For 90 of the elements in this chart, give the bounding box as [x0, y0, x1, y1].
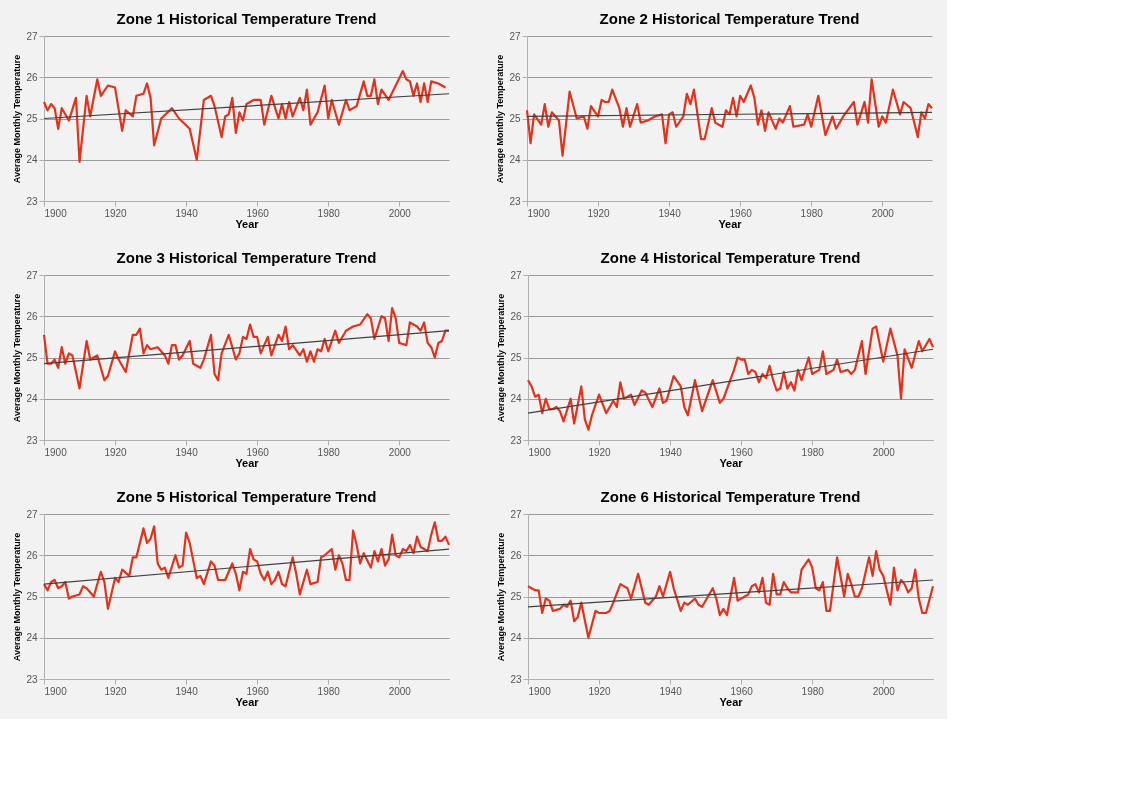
y-axis-title: Average Monthly Temperature: [12, 532, 23, 662]
chart-title: Zone 2 Historical Temperature Trend: [599, 10, 860, 27]
y-tick-label: 25: [26, 591, 38, 602]
line-series: [42, 69, 447, 163]
y-tick-label: 24: [26, 632, 38, 644]
x-tick-label: 2000: [388, 446, 412, 458]
y-tick-label: 24: [26, 154, 38, 166]
line-series: [526, 550, 935, 639]
y-tick-label: 24: [509, 154, 521, 166]
x-axis-title: Year: [718, 217, 743, 230]
x-tick-label: 2000: [871, 207, 895, 219]
x-tick-label: 1980: [800, 207, 824, 219]
line-series: [42, 521, 451, 610]
x-tick-label: 1940: [659, 685, 683, 697]
x-tick-label: 1960: [730, 446, 754, 458]
x-tick-label: 1980: [801, 446, 825, 458]
x-axis-title: Year: [235, 695, 260, 708]
x-tick-label: 1900: [528, 446, 552, 458]
x-tick-label: 2000: [872, 446, 896, 458]
y-tick-label: 23: [510, 673, 522, 685]
y-tick-label: 26: [509, 71, 521, 83]
x-tick-label: 1900: [44, 207, 68, 219]
line-series: [42, 306, 451, 390]
y-axis-title: Average Monthly Temperature: [12, 54, 23, 184]
y-tick-label: 24: [510, 632, 522, 644]
x-tick-label: 1900: [527, 207, 551, 219]
x-tick-label: 1980: [801, 685, 825, 697]
chart-title: Zone 1 Historical Temperature Trend: [116, 10, 377, 27]
y-tick-label: 26: [26, 71, 38, 83]
x-tick-label: 1960: [246, 685, 270, 697]
y-tick-label: 23: [26, 434, 38, 446]
y-axis-title: Average Monthly Temperature: [495, 54, 506, 184]
x-tick-label: 1960: [246, 207, 270, 219]
x-tick-label: 1940: [658, 207, 682, 219]
y-tick-label: 24: [510, 393, 522, 405]
x-tick-label: 1900: [528, 685, 552, 697]
chart-title: Zone 3 Historical Temperature Trend: [116, 249, 377, 266]
y-tick-label: 27: [26, 508, 38, 520]
x-tick-label: 2000: [388, 685, 412, 697]
x-tick-label: 2000: [872, 685, 896, 697]
chart-title: Zone 5 Historical Temperature Trend: [116, 488, 377, 505]
y-tick-label: 27: [510, 269, 522, 281]
chart-title: Zone 4 Historical Temperature Trend: [600, 249, 861, 266]
y-tick-label: 24: [26, 393, 38, 405]
y-tick-label: 26: [26, 549, 38, 561]
x-tick-label: 1920: [104, 446, 128, 458]
chart-title: Zone 6 Historical Temperature Trend: [600, 488, 861, 505]
y-tick-label: 25: [510, 591, 522, 602]
x-axis-title: Year: [235, 456, 260, 469]
x-tick-label: 1980: [317, 207, 341, 219]
x-axis-title: Year: [235, 217, 260, 230]
x-tick-label: 1940: [175, 446, 199, 458]
x-tick-label: 2000: [388, 207, 412, 219]
x-tick-label: 1920: [104, 207, 128, 219]
y-tick-label: 26: [510, 549, 522, 561]
y-tick-label: 27: [26, 30, 38, 42]
y-tick-label: 26: [510, 310, 522, 322]
x-tick-label: 1980: [317, 446, 341, 458]
line-series: [526, 325, 935, 431]
x-tick-label: 1920: [588, 446, 612, 458]
y-axis-title: Average Monthly Temperature: [496, 532, 507, 662]
x-tick-label: 1900: [44, 446, 68, 458]
line-series: [525, 78, 934, 157]
y-tick-label: 23: [26, 195, 38, 207]
y-tick-label: 27: [510, 508, 522, 520]
y-tick-label: 23: [509, 195, 521, 207]
x-tick-label: 1940: [659, 446, 683, 458]
x-tick-label: 1920: [588, 685, 612, 697]
y-tick-label: 27: [509, 30, 521, 42]
y-tick-label: 26: [26, 310, 38, 322]
x-axis-title: Year: [719, 456, 744, 469]
x-tick-label: 1960: [730, 685, 754, 697]
x-tick-label: 1920: [104, 685, 128, 697]
y-tick-label: 27: [26, 269, 38, 281]
y-tick-label: 25: [509, 113, 521, 124]
y-tick-label: 23: [26, 673, 38, 685]
x-tick-label: 1980: [317, 685, 341, 697]
x-tick-label: 1960: [729, 207, 753, 219]
x-tick-label: 1900: [44, 685, 68, 697]
y-tick-label: 23: [510, 434, 522, 446]
x-tick-label: 1940: [175, 685, 199, 697]
y-tick-label: 25: [26, 113, 38, 124]
y-tick-label: 25: [26, 352, 38, 363]
y-axis-title: Average Monthly Temperature: [12, 293, 23, 423]
x-axis-title: Year: [719, 695, 744, 708]
x-tick-label: 1920: [587, 207, 611, 219]
x-tick-label: 1940: [175, 207, 199, 219]
x-tick-label: 1960: [246, 446, 270, 458]
y-tick-label: 25: [510, 352, 522, 363]
y-axis-title: Average Monthly Temperature: [496, 293, 507, 423]
